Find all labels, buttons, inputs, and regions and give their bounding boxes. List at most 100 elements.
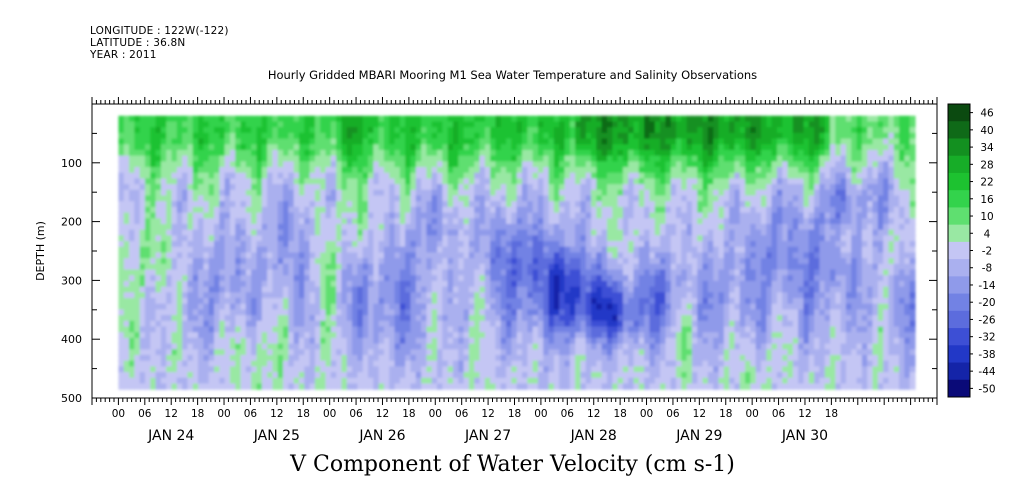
heatmap-cell [867,275,874,282]
heatmap-cell [219,212,226,219]
heatmap-cell [628,246,635,254]
heatmap-cell [155,132,162,140]
heatmap-cell [426,241,433,248]
heatmap-cell [638,201,645,208]
heatmap-cell [766,178,773,185]
heatmap-cell [214,167,220,174]
heatmap-cell [134,212,141,219]
heatmap-cell [463,132,470,140]
heatmap-cell [245,144,252,151]
heatmap-cell [585,138,592,145]
heatmap-cell [601,280,608,288]
heatmap-cell [617,280,624,288]
heatmap-cell [760,269,767,276]
heatmap-cell [893,115,900,123]
heatmap-cell [548,184,555,191]
heatmap-cell [192,252,199,259]
heatmap-cell [522,167,528,174]
heatmap-cell [612,212,619,219]
heatmap-cell [606,223,613,231]
heatmap-cell [628,206,635,214]
heatmap-cell [548,115,555,123]
heatmap-cell [389,161,396,168]
heatmap-cell [729,195,736,202]
heatmap-cell [580,246,587,254]
heatmap-cell [511,223,518,231]
heatmap-cell [511,252,518,259]
heatmap-cell [729,206,736,214]
heatmap-cell [214,155,220,162]
heatmap-cell [458,246,465,254]
heatmap-cell [325,172,332,180]
heatmap-cell [776,115,783,123]
heatmap-cell [575,127,582,134]
heatmap-cell [739,292,746,299]
heatmap-cell [458,184,465,191]
heatmap-cell [904,218,911,225]
heatmap-cell [447,258,454,265]
heatmap-cell [336,184,343,191]
heatmap-cell [654,246,661,254]
heatmap-cell [203,229,210,236]
heatmap-cell [686,206,693,214]
heatmap-cell [782,269,789,276]
heatmap-cell [421,155,428,162]
heatmap-cell [840,161,847,168]
heatmap-cell [845,121,852,128]
heatmap-cell [378,241,385,248]
heatmap-cell [766,241,773,248]
heatmap-cell [139,241,146,248]
heatmap-cell [320,246,327,254]
heatmap-cell [532,252,539,259]
heatmap-cell [585,132,592,140]
heatmap-cell [176,229,183,236]
heatmap-cell [314,286,321,293]
heatmap-cell [644,229,651,236]
heatmap-cell [760,178,767,185]
heatmap-cell [123,235,130,242]
heatmap-cell [633,269,640,276]
heatmap-cell [203,280,210,288]
heatmap-cell [845,195,852,202]
heatmap-cell [463,178,470,185]
heatmap-cell [527,223,534,231]
heatmap-cell [792,275,799,282]
heatmap-cell [718,184,725,191]
heatmap-cell [410,121,417,128]
heatmap-cell [192,115,199,123]
heatmap-cell [782,218,789,225]
heatmap-cell [378,292,385,299]
heatmap-cell [330,172,337,180]
heatmap-cell [373,223,380,231]
heatmap-cell [463,229,470,236]
heatmap-cell [134,246,141,254]
heatmap-cell [208,303,215,311]
heatmap-cell [697,161,704,168]
heatmap-cell [808,127,815,134]
heatmap-cell [357,235,364,242]
heatmap-cell [564,127,571,134]
heatmap-cell [798,298,805,305]
heatmap-cell [522,223,528,231]
heatmap-cell [739,223,746,231]
heatmap-cell [203,218,210,225]
heatmap-cell [760,280,767,288]
heatmap-cell [585,263,592,271]
heatmap-cell [452,138,459,145]
heatmap-cell [877,206,884,214]
heatmap-cell [867,184,874,191]
heatmap-cell [123,269,130,276]
heatmap-cell [474,189,481,197]
heatmap-cell [537,206,544,214]
heatmap-cell [500,167,507,174]
heatmap-cell [150,144,157,151]
heatmap-cell [123,178,130,185]
heatmap-cell [660,144,666,151]
heatmap-cell [394,138,401,145]
heatmap-cell [176,246,183,254]
heatmap-cell [304,235,311,242]
heatmap-cell [585,280,592,288]
heatmap-cell [378,127,385,134]
heatmap-cell [559,292,566,299]
heatmap-cell [129,218,135,225]
